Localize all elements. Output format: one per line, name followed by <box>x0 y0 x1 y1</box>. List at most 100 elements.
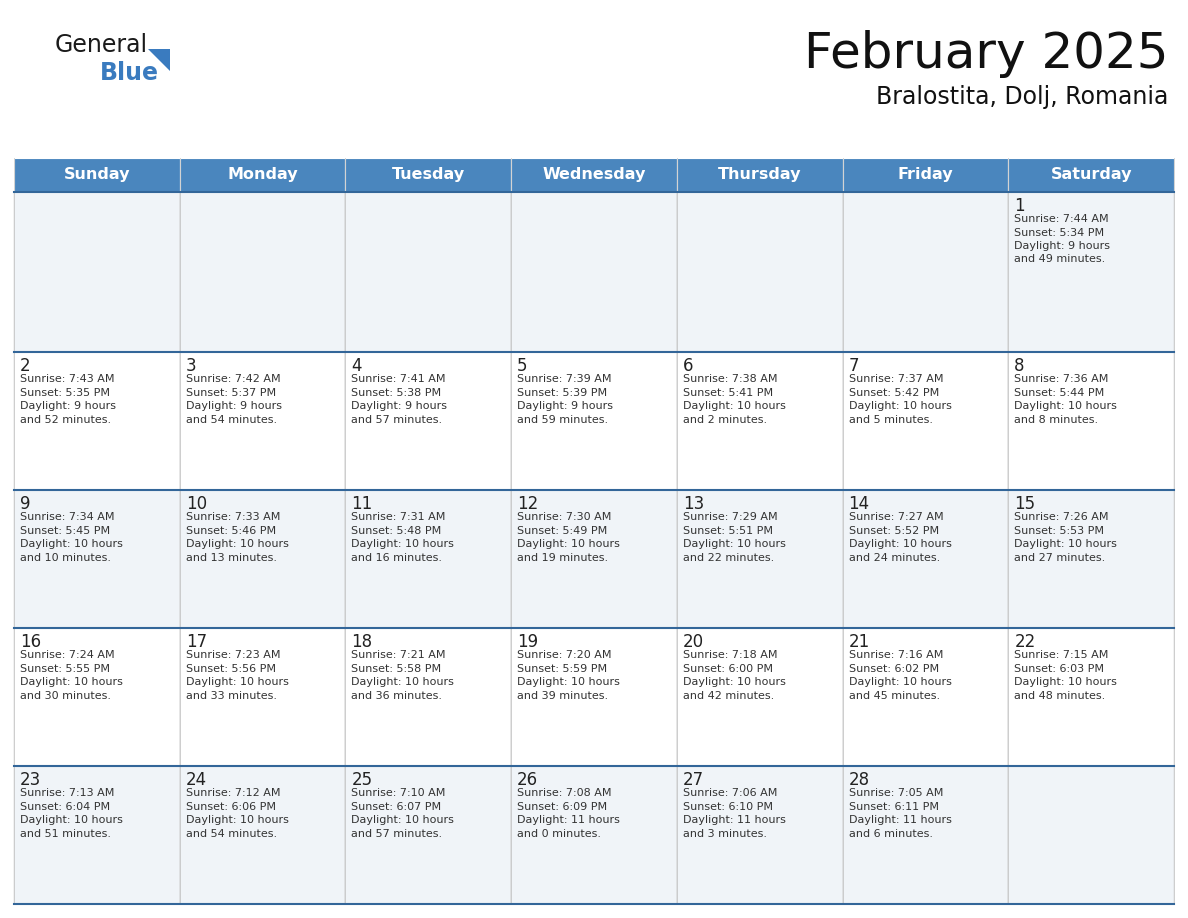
Text: and 0 minutes.: and 0 minutes. <box>517 829 601 838</box>
Text: Sunrise: 7:06 AM: Sunrise: 7:06 AM <box>683 788 777 798</box>
Text: 19: 19 <box>517 633 538 651</box>
Text: Sunset: 5:52 PM: Sunset: 5:52 PM <box>848 526 939 535</box>
Text: 3: 3 <box>185 357 196 375</box>
Text: Daylight: 9 hours: Daylight: 9 hours <box>352 401 448 411</box>
Text: Daylight: 9 hours: Daylight: 9 hours <box>517 401 613 411</box>
Text: and 52 minutes.: and 52 minutes. <box>20 415 112 425</box>
Bar <box>842 158 1009 192</box>
Text: 20: 20 <box>683 633 704 651</box>
Text: Sunrise: 7:18 AM: Sunrise: 7:18 AM <box>683 650 777 660</box>
Text: Daylight: 9 hours: Daylight: 9 hours <box>20 401 116 411</box>
Bar <box>1009 192 1174 353</box>
Text: and 10 minutes.: and 10 minutes. <box>20 553 110 563</box>
Text: 9: 9 <box>20 495 31 513</box>
Text: 2: 2 <box>20 357 31 375</box>
Text: Sunset: 5:44 PM: Sunset: 5:44 PM <box>1015 387 1105 397</box>
Text: 12: 12 <box>517 495 538 513</box>
Bar <box>179 158 346 192</box>
Text: 11: 11 <box>352 495 373 513</box>
Text: Daylight: 10 hours: Daylight: 10 hours <box>352 539 454 549</box>
Bar <box>179 490 346 628</box>
Text: 14: 14 <box>848 495 870 513</box>
Bar <box>511 628 677 766</box>
Text: Sunset: 5:39 PM: Sunset: 5:39 PM <box>517 387 607 397</box>
Text: and 39 minutes.: and 39 minutes. <box>517 690 608 700</box>
Bar <box>346 192 511 353</box>
Text: Sunset: 5:51 PM: Sunset: 5:51 PM <box>683 526 773 535</box>
Text: Daylight: 10 hours: Daylight: 10 hours <box>848 539 952 549</box>
Text: 17: 17 <box>185 633 207 651</box>
Text: Daylight: 9 hours: Daylight: 9 hours <box>1015 241 1111 251</box>
Text: Sunset: 6:11 PM: Sunset: 6:11 PM <box>848 801 939 812</box>
Text: 26: 26 <box>517 771 538 789</box>
Text: General: General <box>55 33 148 57</box>
Text: Daylight: 10 hours: Daylight: 10 hours <box>683 401 785 411</box>
Text: 22: 22 <box>1015 633 1036 651</box>
Bar <box>14 628 179 766</box>
Text: 5: 5 <box>517 357 527 375</box>
Text: and 48 minutes.: and 48 minutes. <box>1015 690 1106 700</box>
Text: and 57 minutes.: and 57 minutes. <box>352 829 443 838</box>
Bar <box>677 192 842 353</box>
Bar <box>346 628 511 766</box>
Text: and 6 minutes.: and 6 minutes. <box>848 829 933 838</box>
Text: Sunrise: 7:39 AM: Sunrise: 7:39 AM <box>517 375 612 385</box>
Text: Sunset: 5:42 PM: Sunset: 5:42 PM <box>848 387 939 397</box>
Text: Sunrise: 7:34 AM: Sunrise: 7:34 AM <box>20 512 114 522</box>
Text: and 22 minutes.: and 22 minutes. <box>683 553 775 563</box>
Text: Sunrise: 7:21 AM: Sunrise: 7:21 AM <box>352 650 446 660</box>
Text: Sunset: 5:37 PM: Sunset: 5:37 PM <box>185 387 276 397</box>
Text: Sunset: 6:07 PM: Sunset: 6:07 PM <box>352 801 442 812</box>
Text: Sunset: 6:09 PM: Sunset: 6:09 PM <box>517 801 607 812</box>
Text: Daylight: 10 hours: Daylight: 10 hours <box>185 815 289 825</box>
Text: and 33 minutes.: and 33 minutes. <box>185 690 277 700</box>
Text: Sunrise: 7:30 AM: Sunrise: 7:30 AM <box>517 512 612 522</box>
Text: Sunrise: 7:36 AM: Sunrise: 7:36 AM <box>1015 375 1108 385</box>
Text: Daylight: 10 hours: Daylight: 10 hours <box>517 677 620 687</box>
Bar <box>677 353 842 490</box>
Text: Sunset: 6:02 PM: Sunset: 6:02 PM <box>848 664 939 674</box>
Text: Sunset: 5:48 PM: Sunset: 5:48 PM <box>352 526 442 535</box>
Text: Sunset: 6:10 PM: Sunset: 6:10 PM <box>683 801 773 812</box>
Text: 27: 27 <box>683 771 704 789</box>
Text: 1: 1 <box>1015 197 1025 215</box>
Text: Daylight: 10 hours: Daylight: 10 hours <box>517 539 620 549</box>
Text: and 49 minutes.: and 49 minutes. <box>1015 254 1106 264</box>
Text: Sunrise: 7:33 AM: Sunrise: 7:33 AM <box>185 512 280 522</box>
Text: and 42 minutes.: and 42 minutes. <box>683 690 775 700</box>
Text: Sunset: 5:49 PM: Sunset: 5:49 PM <box>517 526 607 535</box>
Text: and 54 minutes.: and 54 minutes. <box>185 415 277 425</box>
Bar <box>179 628 346 766</box>
Bar <box>346 490 511 628</box>
Bar <box>179 766 346 904</box>
Bar <box>511 353 677 490</box>
Bar <box>842 766 1009 904</box>
Text: and 30 minutes.: and 30 minutes. <box>20 690 110 700</box>
Text: 18: 18 <box>352 633 373 651</box>
Text: Daylight: 11 hours: Daylight: 11 hours <box>683 815 785 825</box>
Text: Sunrise: 7:16 AM: Sunrise: 7:16 AM <box>848 650 943 660</box>
Bar <box>677 158 842 192</box>
Text: Friday: Friday <box>898 167 953 183</box>
Text: Daylight: 11 hours: Daylight: 11 hours <box>517 815 620 825</box>
Text: Sunrise: 7:13 AM: Sunrise: 7:13 AM <box>20 788 114 798</box>
Text: Sunset: 6:00 PM: Sunset: 6:00 PM <box>683 664 773 674</box>
Text: Sunrise: 7:27 AM: Sunrise: 7:27 AM <box>848 512 943 522</box>
Text: 21: 21 <box>848 633 870 651</box>
Text: Monday: Monday <box>227 167 298 183</box>
Text: Daylight: 10 hours: Daylight: 10 hours <box>185 539 289 549</box>
Text: Sunset: 5:38 PM: Sunset: 5:38 PM <box>352 387 442 397</box>
Bar <box>511 490 677 628</box>
Text: and 5 minutes.: and 5 minutes. <box>848 415 933 425</box>
Text: Sunset: 5:45 PM: Sunset: 5:45 PM <box>20 526 110 535</box>
Bar <box>346 158 511 192</box>
Text: and 3 minutes.: and 3 minutes. <box>683 829 767 838</box>
Text: Sunset: 6:06 PM: Sunset: 6:06 PM <box>185 801 276 812</box>
Text: Sunset: 5:56 PM: Sunset: 5:56 PM <box>185 664 276 674</box>
Text: Sunrise: 7:37 AM: Sunrise: 7:37 AM <box>848 375 943 385</box>
Text: February 2025: February 2025 <box>803 30 1168 78</box>
Text: Sunset: 5:41 PM: Sunset: 5:41 PM <box>683 387 773 397</box>
Bar <box>1009 490 1174 628</box>
Text: Daylight: 10 hours: Daylight: 10 hours <box>185 677 289 687</box>
Bar <box>677 628 842 766</box>
